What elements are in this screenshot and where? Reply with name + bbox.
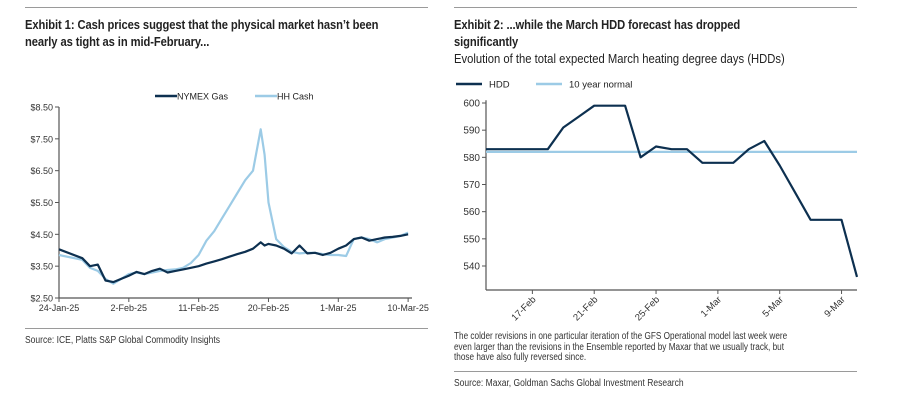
exhibit2-note-line1: The colder revisions in one particular i… (454, 331, 788, 342)
y-tick-label: 550 (463, 234, 480, 245)
exhibit2-top-rule (454, 7, 857, 8)
legend-label: 10 year normal (569, 80, 632, 91)
exhibit2-title-line1: Exhibit 2: ...while the March HDD foreca… (454, 17, 741, 32)
chart-2: 540 550 560 570 580 590 600 17-Feb 21-Feb 25-Feb 1… (456, 80, 859, 323)
legend: HDD 10 year normal (456, 80, 632, 91)
y-tick-label: 580 (463, 153, 480, 164)
exhibit2-subtitle: Evolution of the total expected March he… (454, 52, 785, 66)
y-tick-label: $2.50 (30, 294, 53, 304)
x-tick-label: 1-Mar (699, 294, 724, 319)
y-tick-label: 600 (463, 99, 480, 110)
exhibit1-title-line2: nearly as tight as in mid-February... (25, 34, 210, 49)
y-tick-label: $7.50 (30, 134, 53, 144)
x-tick-label: 2-Feb-25 (111, 303, 148, 313)
chart-1: $2.50 $3.50 $4.50 $5.50 $6.50 $7.50 $8.50 24-Ja… (30, 92, 428, 314)
x-tick-label: 24-Jan-25 (39, 303, 80, 313)
series-line-hh-cash (58, 128, 409, 285)
y-tick-label: $5.50 (30, 198, 53, 208)
legend-label: HH Cash (277, 92, 314, 102)
exhibit2-note-line2: even larger than the revisions in the En… (454, 341, 784, 353)
y-tick-label: $4.50 (30, 230, 53, 240)
x-tick-label: 25-Feb (633, 294, 662, 323)
legend-label: NYMEX Gas (177, 92, 229, 102)
exhibit2-note: The colder revisions in one particular i… (454, 331, 898, 364)
y-tick-label: $6.50 (30, 166, 53, 176)
x-tick-label: 9-Mar (822, 294, 847, 319)
y-tick-label: 540 (463, 262, 480, 273)
exhibit2-title: Exhibit 2: ...while the March HDD foreca… (454, 16, 867, 50)
exhibit1-bottom-rule (25, 328, 428, 329)
x-tick-label: 11-Feb-25 (178, 303, 219, 313)
x-tick-label: 17-Feb (509, 294, 538, 323)
y-tick-label: $3.50 (30, 262, 53, 272)
series-line-hdd (486, 104, 859, 278)
x-tick-label: 1-Mar-25 (320, 303, 357, 313)
legend-label: HDD (489, 80, 510, 91)
y-tick-label: 590 (463, 126, 480, 137)
exhibit1-top-rule (25, 7, 428, 8)
exhibit2-note-line3: those have also fully reversed since. (454, 352, 587, 363)
x-tick-label: 5-Mar (761, 294, 786, 319)
exhibit2-bottom-rule (454, 371, 857, 372)
exhibit2-source: Source: Maxar, Goldman Sachs Global Inve… (454, 378, 684, 389)
legend: NYMEX Gas HH Cash (155, 92, 314, 102)
exhibit1-source: Source: ICE, Platts S&P Global Commodity… (25, 335, 220, 346)
x-tick-label: 20-Feb-25 (248, 303, 290, 313)
series-line-nymex-gas (58, 233, 409, 284)
exhibit1-title: Exhibit 1: Cash prices suggest that the … (25, 16, 438, 50)
x-tick-label: 10-Mar-25 (387, 303, 429, 313)
y-tick-label: $8.50 (30, 103, 53, 113)
exhibit1-title-line1: Exhibit 1: Cash prices suggest that the … (25, 17, 379, 32)
y-tick-label: 570 (463, 180, 480, 191)
y-tick-label: 560 (463, 207, 480, 218)
x-tick-label: 21-Feb (571, 294, 600, 323)
exhibit2-title-line2: significantly (454, 34, 519, 49)
